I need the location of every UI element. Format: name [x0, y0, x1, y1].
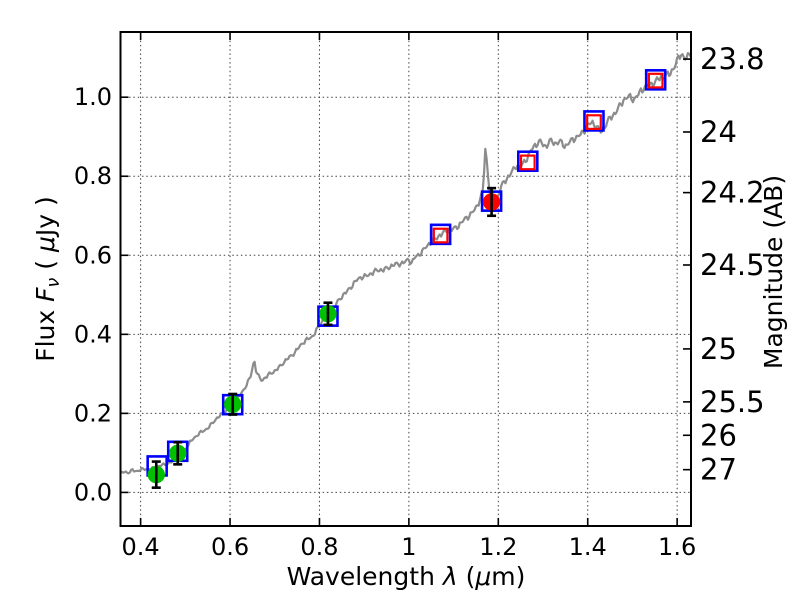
axis-ticks [120, 32, 691, 526]
x-tick-label: 0.6 [211, 533, 249, 561]
axis-label-part: ν [44, 277, 64, 287]
x-tick-label: 1.6 [658, 533, 696, 561]
observed-photometry-square [432, 227, 449, 244]
observed-photometry-square [647, 72, 664, 89]
axis-label-part: ( [458, 562, 476, 591]
x-tick-label: 1.2 [479, 533, 517, 561]
y-axis-label-flux: Flux Fν ( μJy ) [31, 196, 64, 362]
x-tick-label: 1.4 [569, 533, 607, 561]
x-tick-label: 0.4 [122, 533, 160, 561]
y-tick-label-flux: 0.6 [74, 241, 112, 269]
grid-lines [120, 32, 691, 526]
y-tick-label-magnitude: 23.8 [700, 42, 765, 76]
axis-label-part: Flux [31, 302, 60, 362]
model-photometry-square [644, 69, 667, 91]
axis-label-part: ( [31, 252, 60, 278]
x-tick-label: 1 [401, 533, 416, 561]
y-axis-label-magnitude: Magnitude (AB) [759, 175, 788, 369]
x-tick-label: 0.8 [300, 533, 338, 561]
axis-label-part: μ [31, 236, 60, 253]
model-photometry-square [583, 110, 605, 132]
y-tick-label-magnitude: 24 [700, 115, 737, 149]
axis-label-part: m) [491, 562, 525, 591]
axis-label-part: Wavelength [287, 562, 443, 591]
x-axis-label: Wavelength λ (μm) [287, 562, 526, 591]
observed-photometry-square [586, 114, 602, 131]
y-tick-label-flux: 0.2 [74, 399, 112, 427]
axis-label-part: Jy ) [31, 196, 60, 238]
model-photometry-square [517, 150, 539, 173]
model-photometry-square [429, 223, 452, 246]
axis-label-part: F [31, 287, 60, 302]
axis-label-part: λ [441, 562, 458, 591]
marker-layer [146, 69, 667, 489]
y-tick-label-magnitude: 24.2 [700, 176, 765, 210]
y-tick-label-magnitude: 27 [700, 453, 737, 487]
plot-border [119, 31, 692, 527]
y-tick-label-magnitude: 26 [700, 418, 737, 452]
y-tick-label-magnitude: 25.5 [700, 385, 765, 419]
axis-label-part: μ [474, 562, 491, 591]
y-tick-label-magnitude: 24.5 [700, 248, 765, 282]
y-tick-label-flux: 0.8 [74, 162, 112, 190]
y-tick-label-flux: 0.0 [74, 478, 112, 506]
y-tick-label-flux: 0.4 [74, 320, 112, 348]
observed-photometry-square [519, 154, 536, 171]
tick-labels: 0.4 0.6 0.8 1 1.2 1.4 1.6 0.0 0.2 0.4 0.6 0.8 1.0 23.… [74, 42, 765, 561]
y-tick-label-flux: 1.0 [74, 83, 112, 111]
y-tick-label-magnitude: 25 [700, 332, 737, 366]
